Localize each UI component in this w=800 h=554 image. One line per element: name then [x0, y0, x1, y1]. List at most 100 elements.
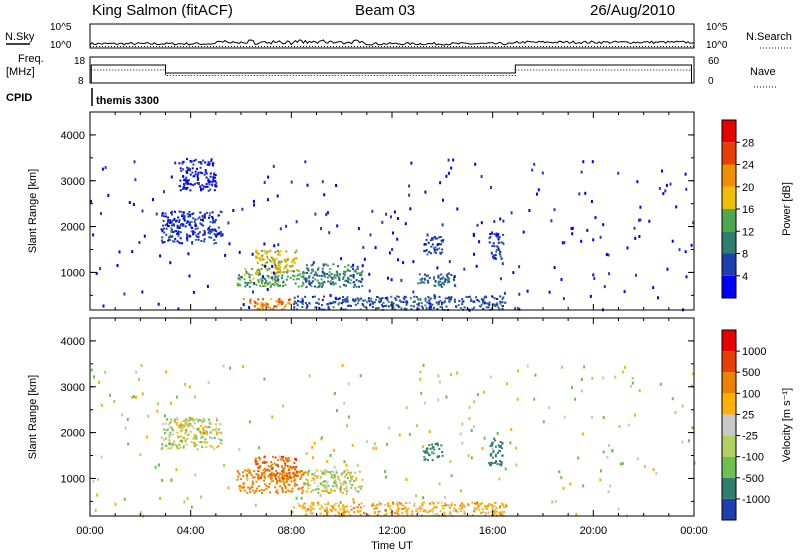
cell [457, 304, 460, 307]
cell [187, 252, 190, 256]
cell [326, 470, 329, 473]
cell [388, 251, 391, 255]
cell [161, 447, 164, 450]
cell [505, 505, 508, 508]
cell [617, 171, 620, 175]
cell [285, 250, 288, 253]
cell [100, 455, 103, 459]
cell [186, 239, 189, 242]
cell [196, 448, 199, 451]
cell [336, 409, 338, 413]
cell [189, 424, 192, 427]
cell [278, 477, 281, 480]
cell [335, 482, 338, 485]
cell [180, 210, 183, 213]
cell [209, 172, 212, 175]
cell [337, 303, 340, 306]
cell [203, 173, 206, 176]
cell [475, 508, 478, 511]
cell [343, 299, 346, 302]
cell [655, 472, 658, 476]
cell [170, 401, 172, 405]
cell [266, 250, 269, 253]
cell [202, 159, 205, 162]
cell [285, 481, 288, 483]
cell [312, 508, 315, 510]
cell [314, 271, 317, 274]
cell [207, 231, 210, 234]
cell [338, 297, 341, 300]
cell [209, 175, 212, 178]
cell [361, 284, 364, 287]
cell [411, 510, 414, 513]
cell [186, 166, 188, 169]
cell [253, 476, 256, 479]
cell [195, 234, 198, 237]
cell [327, 305, 330, 308]
cell [197, 161, 200, 164]
cell [295, 471, 298, 474]
cell [281, 472, 284, 475]
cell [571, 386, 574, 389]
cell [311, 473, 314, 476]
cell [459, 509, 462, 512]
cell [455, 509, 457, 512]
cell [274, 463, 277, 466]
cell [311, 503, 314, 506]
cell [242, 475, 245, 478]
cell [463, 267, 466, 271]
cell [302, 473, 305, 476]
cell [500, 257, 503, 260]
cell [256, 473, 259, 476]
cell [421, 507, 424, 510]
cell [328, 274, 331, 277]
cell [502, 243, 505, 246]
cell [292, 278, 295, 281]
cell [270, 476, 273, 479]
cell [95, 271, 98, 275]
cell [244, 268, 247, 270]
cell [439, 510, 442, 513]
cell [274, 276, 277, 279]
cell [205, 211, 208, 214]
cell [426, 301, 429, 304]
cell [278, 269, 281, 272]
cell [495, 233, 498, 237]
cell [161, 443, 163, 446]
cell [143, 234, 146, 238]
cell [202, 417, 205, 420]
cell [134, 178, 137, 182]
cell [657, 296, 659, 300]
colorbar-tick-label: 12 [742, 226, 754, 238]
cell [189, 418, 192, 421]
cell [420, 281, 423, 284]
colorbar-swatch [722, 330, 736, 352]
cell [207, 179, 210, 182]
nsearch-tick-bottom: 10^0 [706, 40, 728, 51]
cell [320, 282, 323, 285]
cell [203, 216, 206, 219]
cell [499, 513, 502, 516]
cell [280, 476, 283, 479]
cell [499, 295, 502, 298]
cell [400, 508, 403, 511]
cell [345, 279, 348, 282]
cell [293, 296, 296, 299]
cell [375, 504, 378, 507]
cell [322, 481, 325, 483]
cell [439, 299, 442, 302]
cell [193, 445, 196, 448]
cell [271, 463, 274, 466]
cell [193, 436, 196, 439]
cell [318, 302, 320, 305]
colorbar-swatch [722, 351, 736, 373]
cell [423, 401, 426, 405]
cell [203, 231, 206, 234]
cell [440, 239, 443, 242]
cell [428, 276, 431, 279]
colorbar-swatch [722, 435, 736, 457]
cell [194, 473, 197, 477]
cell [441, 451, 444, 453]
cell [473, 510, 476, 513]
cell [331, 277, 334, 280]
